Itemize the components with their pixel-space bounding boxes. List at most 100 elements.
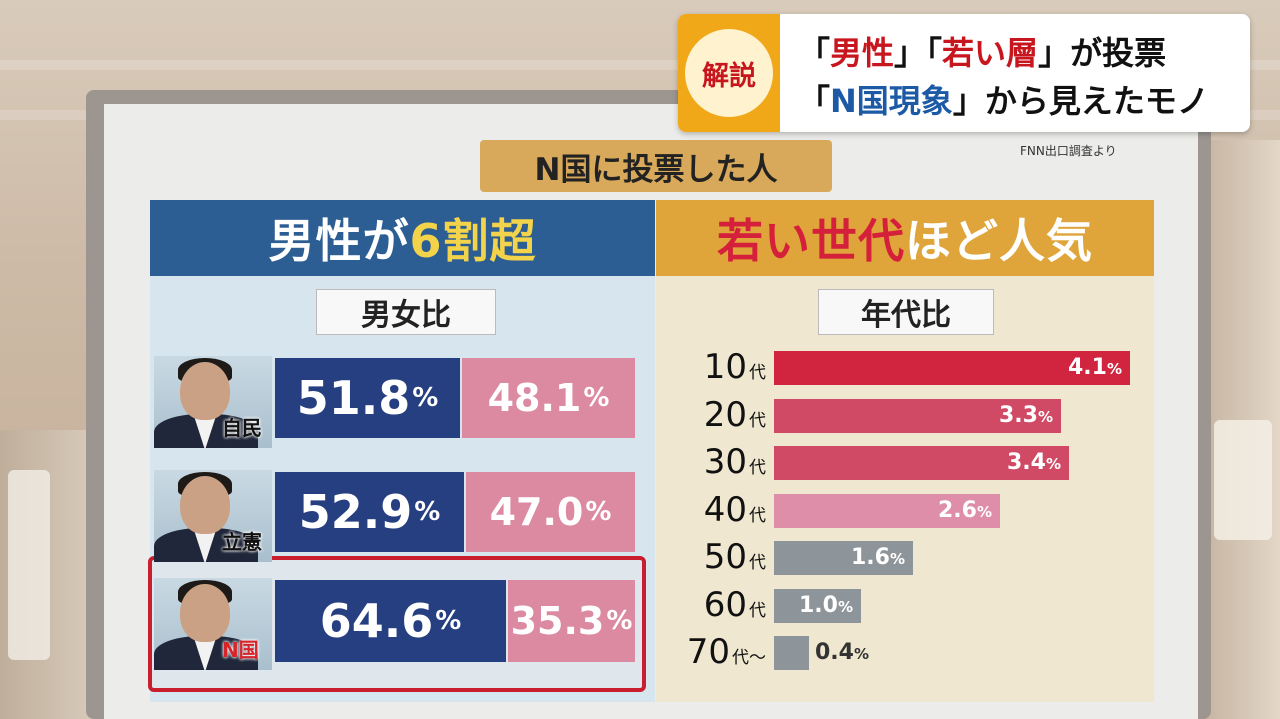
age-group-label: 50 代	[676, 537, 766, 577]
age-share-value: 1.0%	[799, 593, 853, 618]
caption-segment: 」から見えたモノ	[952, 82, 1209, 120]
board-title: N国に投票した人	[480, 140, 832, 192]
age-group-label: 10 代	[676, 347, 766, 387]
male-share-bar: 64.6%	[275, 580, 506, 662]
age-group-label: 40 代	[676, 490, 766, 530]
age-share-value: 1.6%	[851, 545, 905, 570]
party-label: 自民	[222, 416, 262, 440]
female-share-value: 47.0	[489, 490, 584, 534]
female-share-bar: 48.1%	[462, 358, 635, 438]
age-share-number: 0.4	[815, 640, 854, 665]
percent-sign: %	[585, 497, 612, 527]
age-share-number: 3.4	[1007, 450, 1046, 475]
percent-sign: %	[606, 606, 633, 636]
female-share-bar: 47.0%	[466, 472, 635, 552]
age-group-suffix: 代	[749, 506, 766, 526]
party-label: 立憲	[222, 530, 262, 554]
politician-portrait	[154, 356, 272, 448]
age-share-bar	[774, 446, 1069, 480]
age-share-bar	[774, 494, 1000, 528]
age-share-bar	[774, 589, 861, 623]
caption-segment: 」が投票	[1038, 34, 1167, 72]
age-share-number: 2.6	[938, 498, 977, 523]
age-group-suffix: 代	[749, 363, 766, 383]
age-group-number: 20	[703, 395, 747, 435]
gender-headline: 男性が 6割超	[150, 200, 655, 276]
age-group-number: 70	[686, 632, 730, 672]
age-group-suffix: 代	[749, 411, 766, 431]
gender-headline-text: 男性が	[268, 214, 410, 268]
portrait-head	[180, 584, 230, 642]
age-share-value: 3.3%	[999, 403, 1053, 428]
gender-subhead: 男女比	[316, 289, 496, 335]
age-share-number: 3.3	[999, 403, 1038, 428]
percent-sign: %	[837, 598, 854, 616]
age-share-value: 3.4%	[1007, 450, 1061, 475]
male-share-value: 52.9	[298, 485, 413, 539]
caption-line-1: 「男性」「若い層」が投票	[798, 28, 1166, 74]
politician-portrait	[154, 470, 272, 562]
percent-sign: %	[976, 503, 993, 521]
female-share-value: 35.3	[510, 599, 605, 643]
portrait-head	[180, 476, 230, 534]
percent-sign: %	[583, 383, 610, 413]
age-share-bar	[774, 636, 809, 670]
age-group-suffix: 代〜	[732, 648, 766, 668]
caption-segment: 男性	[830, 34, 895, 72]
caption-segment: 」「	[894, 34, 943, 72]
age-share-bar	[774, 399, 1061, 433]
percent-sign: %	[412, 383, 439, 413]
percent-sign: %	[853, 645, 870, 663]
age-group-label: 60 代	[676, 585, 766, 625]
age-share-value: 0.4%	[815, 640, 869, 665]
caption-tag-label: 解説	[685, 29, 773, 117]
age-group-number: 30	[703, 442, 747, 482]
age-share-bar	[774, 541, 913, 575]
studio-window-left	[8, 470, 50, 660]
age-group-label: 20 代	[676, 395, 766, 435]
percent-sign: %	[889, 550, 906, 568]
age-group-number: 50	[703, 537, 747, 577]
caption-line-2: 「N国現象」から見えたモノ	[798, 76, 1209, 122]
age-group-number: 60	[703, 585, 747, 625]
age-headline-highlight: 若い世代	[717, 214, 905, 268]
age-headline: 若い世代 ほど人気	[656, 200, 1154, 276]
caption-segment: 若い層	[942, 34, 1039, 72]
party-label: N国	[222, 638, 259, 662]
gender-row: N国	[150, 574, 655, 674]
male-share-bar: 52.9%	[275, 472, 464, 552]
female-share-bar: 35.3%	[508, 580, 635, 662]
male-share-value: 64.6	[319, 594, 434, 648]
male-share-value: 51.8	[296, 371, 411, 425]
gender-headline-highlight: 6割超	[409, 214, 537, 268]
caption-segment: 「	[798, 82, 831, 120]
age-share-number: 1.0	[799, 593, 838, 618]
percent-sign: %	[1045, 455, 1062, 473]
gender-row: 自民	[150, 352, 655, 452]
caption-tag: 解説	[678, 14, 780, 132]
age-group-suffix: 代	[749, 458, 766, 478]
age-share-bar	[774, 351, 1130, 385]
female-share-value: 48.1	[487, 376, 582, 420]
source-note: FNN出口調査より	[1020, 144, 1117, 158]
percent-sign: %	[1106, 360, 1123, 378]
percent-sign: %	[414, 497, 441, 527]
studio-background	[0, 60, 1280, 70]
percent-sign: %	[1037, 408, 1054, 426]
age-headline-text: ほど人気	[905, 214, 1093, 268]
age-subhead: 年代比	[818, 289, 994, 335]
gender-row: 立憲	[150, 466, 655, 566]
age-group-label: 30 代	[676, 442, 766, 482]
age-group-label: 70 代〜	[676, 632, 766, 672]
age-share-value: 2.6%	[938, 498, 992, 523]
portrait-head	[180, 362, 230, 420]
age-group-suffix: 代	[749, 601, 766, 621]
age-share-number: 1.6	[851, 545, 890, 570]
caption-segment: 「	[798, 34, 831, 72]
age-share-value: 4.1%	[1068, 355, 1122, 380]
studio-window-right	[1214, 420, 1272, 540]
age-share-number: 4.1	[1068, 355, 1107, 380]
age-group-number: 40	[703, 490, 747, 530]
percent-sign: %	[435, 606, 462, 636]
age-group-suffix: 代	[749, 553, 766, 573]
